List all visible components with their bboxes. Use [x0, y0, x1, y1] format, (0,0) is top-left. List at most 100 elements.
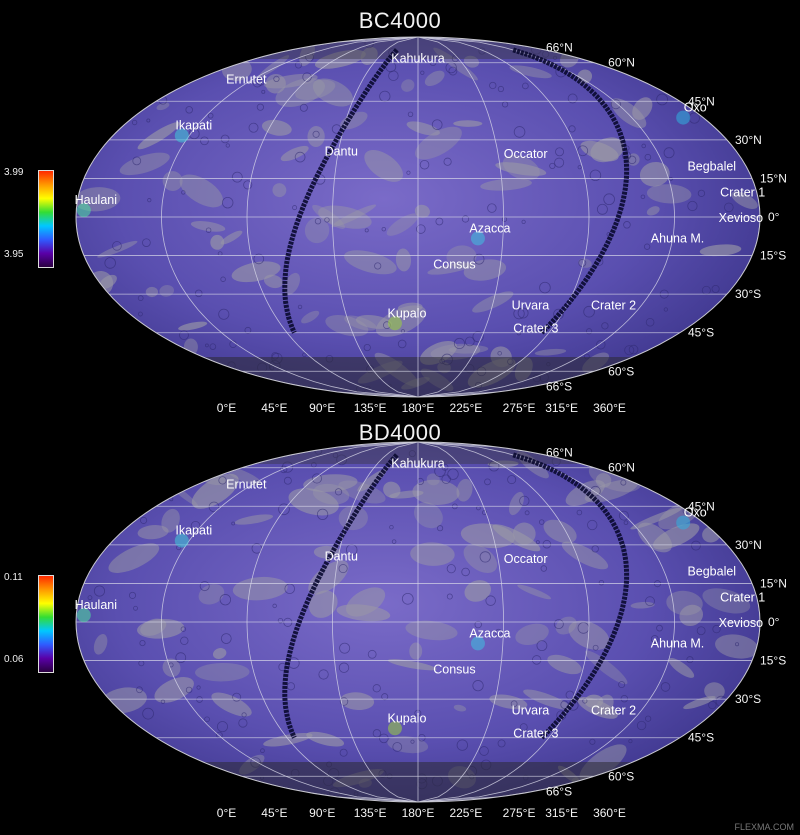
crater-mark — [180, 636, 189, 646]
crater-mark — [128, 591, 137, 599]
crater-mark — [590, 485, 601, 497]
feature-label: Azacca — [469, 221, 510, 235]
terrain-patch — [93, 633, 108, 655]
longitude-label: 225°E — [449, 401, 482, 415]
crater-mark — [302, 352, 307, 358]
crater-mark — [482, 510, 488, 516]
crater-mark — [336, 454, 347, 466]
crater-mark — [576, 509, 583, 516]
crater-mark — [277, 617, 284, 624]
terrain-patch — [668, 658, 695, 678]
latitude-label: 45°S — [688, 326, 714, 340]
crater-mark — [640, 194, 646, 200]
terrain-patch — [702, 588, 751, 614]
crater-mark — [87, 595, 93, 601]
crater-mark — [136, 686, 143, 694]
feature-label: Crater 3 — [513, 727, 558, 741]
crater-mark — [248, 122, 259, 133]
crater-mark — [596, 203, 608, 215]
crater-mark — [650, 635, 659, 643]
terrain-patch — [413, 502, 443, 529]
feature-label: Ahuna M. — [651, 637, 705, 651]
terrain-patch — [410, 542, 455, 566]
terrain-patch — [472, 291, 514, 313]
crater-mark — [479, 551, 491, 563]
crater-mark — [521, 219, 526, 224]
crater-mark — [372, 684, 381, 693]
meridian-line — [332, 37, 419, 397]
crater-mark — [407, 111, 414, 118]
terrain-patch — [666, 590, 703, 616]
crater-mark — [485, 595, 496, 606]
crater-mark — [592, 644, 599, 651]
crater-mark — [278, 503, 290, 516]
crater-mark — [363, 343, 371, 352]
terrain-patch — [263, 732, 313, 747]
crater-mark — [464, 336, 475, 347]
crater-mark — [660, 682, 671, 692]
crater-mark — [231, 521, 236, 526]
terrain-patch — [509, 491, 524, 516]
spectral-hotspot — [470, 636, 485, 651]
crater-mark — [374, 262, 382, 270]
crater-mark — [244, 326, 252, 334]
crater-mark — [624, 345, 635, 356]
crater-mark — [641, 143, 647, 149]
feature-label: Crater 3 — [513, 322, 558, 336]
terrain-patch — [307, 126, 325, 147]
crater-mark — [416, 224, 426, 234]
terrain-patch — [584, 650, 628, 685]
crater-mark — [663, 307, 668, 312]
colorbar-max: 3.99 — [4, 167, 24, 178]
crater-mark — [708, 700, 717, 710]
terrain-patch — [679, 604, 704, 627]
crater-mark — [589, 169, 602, 182]
feature-label: Begbalel — [687, 160, 736, 174]
longitude-label: 90°E — [309, 806, 335, 820]
crater-mark — [401, 592, 414, 605]
feature-label: Kupalo — [387, 711, 426, 725]
crater-mark — [185, 106, 193, 114]
terrain-patch — [464, 580, 492, 602]
crater-mark — [260, 748, 265, 754]
latitude-label: 30°S — [735, 287, 761, 301]
crater-mark — [443, 157, 452, 166]
crater-mark — [142, 238, 151, 247]
terrain-patch — [312, 78, 354, 107]
crater-mark — [446, 564, 456, 574]
crater-mark — [294, 61, 303, 69]
terrain-patch — [412, 479, 460, 505]
crater-mark — [697, 189, 706, 197]
latitude-label: 60°N — [608, 461, 635, 475]
latitude-label: 60°S — [608, 364, 634, 378]
crater-mark — [292, 205, 298, 211]
terrain-patch — [280, 145, 309, 162]
terrain-patch — [198, 584, 225, 605]
spectral-hotspot — [676, 110, 691, 125]
crater-mark — [472, 680, 484, 692]
crater-mark — [623, 221, 631, 229]
terrain-patch — [308, 560, 349, 595]
spectral-hotspot — [470, 231, 485, 246]
meridian-line — [332, 442, 419, 802]
crater-mark — [473, 253, 485, 265]
crater-mark — [252, 77, 263, 88]
crater-mark — [542, 50, 550, 58]
terrain-patch — [395, 248, 412, 272]
terrain-patch — [301, 310, 320, 324]
crater-mark — [479, 746, 489, 756]
terrain-patch — [119, 152, 170, 176]
terrain-patch — [446, 245, 477, 268]
terrain-patch — [97, 240, 138, 258]
terrain-patch — [360, 46, 378, 65]
meridian-line — [417, 442, 675, 802]
terrain-patch — [415, 126, 462, 160]
terrain-patch — [704, 682, 725, 701]
crater-mark — [241, 712, 247, 718]
longitude-label: 45°E — [261, 401, 287, 415]
globe-outline — [75, 441, 761, 803]
terrain-patch — [427, 262, 474, 275]
crater-mark — [487, 203, 497, 213]
crater-mark — [231, 171, 243, 183]
crater-mark — [232, 692, 242, 702]
